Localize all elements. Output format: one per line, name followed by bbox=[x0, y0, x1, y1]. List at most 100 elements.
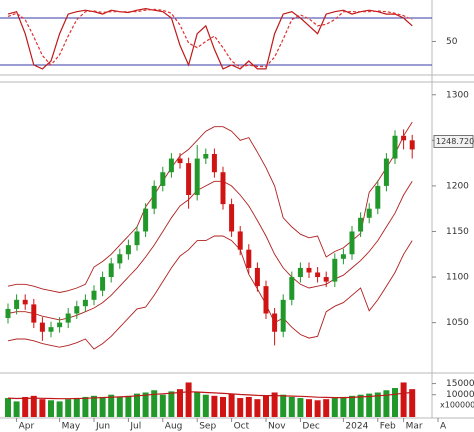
candle-body bbox=[177, 158, 183, 164]
volume-bar bbox=[82, 396, 89, 417]
candle-body bbox=[211, 154, 217, 173]
candle-body bbox=[186, 163, 192, 196]
y-tick-label: 1300 bbox=[446, 90, 469, 100]
y-tick-label: 10000 bbox=[446, 390, 474, 400]
x-tick-label: May bbox=[62, 422, 81, 432]
volume-bar bbox=[5, 398, 11, 417]
candle-body bbox=[323, 277, 329, 282]
candle-body bbox=[143, 208, 149, 232]
x-tick-label: Mar bbox=[406, 422, 423, 432]
candle-body bbox=[74, 306, 80, 314]
candle-body bbox=[383, 158, 389, 186]
volume-bar bbox=[134, 393, 140, 417]
stochastic-line bbox=[7, 8, 413, 68]
candle-body bbox=[100, 277, 106, 291]
volume-bar bbox=[30, 395, 37, 417]
x-tick-label: A bbox=[440, 422, 447, 432]
volume-bar bbox=[254, 399, 261, 417]
volume-bar bbox=[383, 390, 390, 417]
x-tick-label: Aug bbox=[165, 422, 183, 432]
last-price-box bbox=[433, 135, 474, 148]
candle-body bbox=[14, 299, 20, 309]
candle-body bbox=[203, 154, 209, 159]
volume-bar bbox=[340, 396, 347, 417]
volume-bar bbox=[400, 382, 407, 417]
candle-body bbox=[289, 277, 295, 300]
candle-body bbox=[108, 263, 114, 278]
candle-body bbox=[349, 231, 355, 255]
y-tick-label: 1100 bbox=[446, 273, 469, 283]
candle-body bbox=[151, 185, 157, 209]
x-tick-label: Sep bbox=[199, 422, 216, 432]
volume-bar bbox=[168, 391, 175, 417]
volume-bar bbox=[392, 388, 398, 417]
candle-body bbox=[246, 249, 252, 268]
candle-body bbox=[306, 267, 312, 273]
volume-bar bbox=[228, 393, 235, 417]
volume-bar bbox=[56, 401, 63, 417]
y-tick-label: 15000 bbox=[446, 379, 474, 389]
candle-body bbox=[254, 267, 260, 287]
volume-bar bbox=[409, 389, 416, 417]
volume-bar bbox=[39, 399, 46, 417]
x-tick-label: Dec bbox=[302, 422, 319, 432]
volume-bar bbox=[263, 395, 269, 417]
x-tick-label: Feb bbox=[380, 422, 396, 432]
bollinger-band bbox=[7, 235, 413, 350]
volume-bar bbox=[237, 398, 244, 417]
volume-bar bbox=[116, 396, 123, 417]
candle-body bbox=[39, 322, 45, 332]
candle-body bbox=[194, 158, 200, 196]
x-tick-label: 2024 bbox=[345, 422, 368, 432]
candle-body bbox=[31, 304, 37, 323]
volume-bar bbox=[159, 394, 166, 417]
volume-bar bbox=[65, 399, 72, 417]
bollinger-band bbox=[7, 180, 413, 321]
candle-body bbox=[315, 272, 321, 278]
volume-bar bbox=[357, 394, 364, 417]
x-tick-label: Nov bbox=[268, 422, 286, 432]
volume-bar bbox=[13, 401, 20, 417]
candle-body bbox=[409, 140, 415, 150]
candle-body bbox=[332, 258, 338, 282]
candle-body bbox=[237, 231, 243, 250]
volume-bar bbox=[374, 392, 381, 417]
last-price-label: 1248.720 bbox=[436, 137, 474, 146]
volume-bar bbox=[185, 382, 192, 417]
volume-bar bbox=[245, 396, 252, 417]
volume-bar bbox=[271, 392, 278, 417]
volume-bar bbox=[177, 389, 183, 417]
volume-bar bbox=[22, 396, 29, 417]
volume-bar bbox=[99, 396, 106, 417]
volume-bar bbox=[349, 395, 355, 417]
candle-body bbox=[340, 254, 346, 259]
x-tick-label: Jun bbox=[95, 422, 110, 432]
candle-body bbox=[125, 245, 131, 255]
candle-body bbox=[134, 231, 140, 246]
volume-unit: x100000 bbox=[440, 401, 474, 410]
candle-body bbox=[117, 254, 123, 264]
candle-body bbox=[358, 217, 364, 232]
volume-bar bbox=[91, 395, 97, 417]
volume-bar bbox=[288, 396, 295, 417]
volume-bar bbox=[142, 392, 149, 417]
candle-body bbox=[392, 135, 398, 159]
volume-bar bbox=[125, 395, 132, 417]
volume-bar bbox=[194, 392, 201, 417]
candle-body bbox=[263, 286, 269, 314]
stochastic-line bbox=[7, 7, 413, 70]
candle-body bbox=[366, 208, 372, 218]
volume-bar bbox=[314, 400, 321, 417]
x-tick-label: Oct bbox=[234, 422, 250, 432]
volume-bar bbox=[297, 398, 304, 417]
candle-body bbox=[160, 172, 166, 186]
volume-bar bbox=[306, 399, 312, 417]
candle-body bbox=[22, 299, 28, 305]
volume-ma bbox=[7, 391, 413, 400]
volume-bar bbox=[151, 390, 158, 417]
candle-body bbox=[375, 185, 381, 209]
candle-body bbox=[229, 204, 235, 232]
candle-body bbox=[168, 158, 174, 173]
volume-bar bbox=[211, 395, 218, 417]
